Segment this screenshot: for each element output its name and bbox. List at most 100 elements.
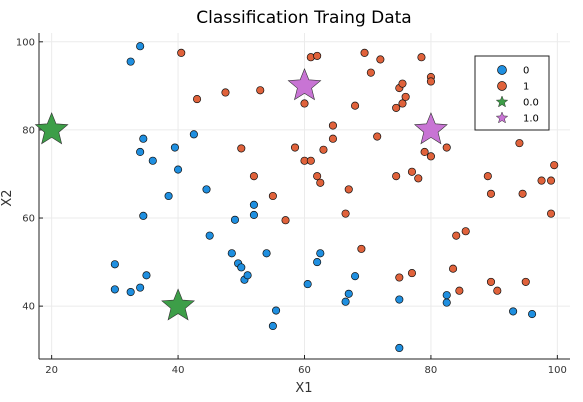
data-point bbox=[417, 53, 426, 62]
data-point bbox=[290, 143, 300, 152]
data-point bbox=[401, 92, 410, 101]
data-point bbox=[110, 260, 119, 269]
data-point bbox=[139, 134, 148, 143]
data-point bbox=[486, 277, 496, 286]
data-point bbox=[392, 103, 401, 112]
data-point bbox=[344, 185, 353, 194]
data-point bbox=[414, 174, 423, 183]
data-point bbox=[316, 178, 325, 187]
data-point bbox=[442, 291, 451, 300]
data-point bbox=[189, 130, 198, 139]
data-point bbox=[164, 191, 173, 201]
data-point bbox=[205, 231, 214, 240]
data-point bbox=[174, 165, 183, 174]
data-point bbox=[452, 231, 461, 240]
data-point bbox=[521, 277, 530, 286]
y-tick-label: 100 bbox=[16, 37, 35, 48]
data-point bbox=[341, 297, 350, 306]
legend-swatch-star bbox=[495, 111, 509, 124]
chart-title: Classification Traing Data bbox=[196, 8, 411, 28]
data-point bbox=[126, 287, 135, 297]
x-tick-label: 40 bbox=[172, 365, 185, 376]
data-point bbox=[537, 176, 546, 185]
data-point bbox=[303, 280, 312, 289]
data-point bbox=[486, 189, 496, 198]
legend-label: 0 bbox=[523, 66, 529, 77]
data-point bbox=[376, 55, 385, 64]
data-point bbox=[126, 57, 135, 66]
data-point bbox=[230, 215, 240, 224]
data-point bbox=[449, 264, 458, 273]
legend-swatch bbox=[497, 81, 507, 91]
data-point bbox=[426, 77, 435, 86]
legend-label: 1 bbox=[523, 82, 529, 93]
data-point bbox=[202, 185, 211, 194]
y-tick-label: 80 bbox=[22, 125, 35, 136]
data-point bbox=[306, 156, 315, 165]
data-point bbox=[392, 172, 401, 181]
legend-swatch-star bbox=[495, 95, 509, 108]
data-point bbox=[398, 79, 407, 88]
data-point bbox=[351, 272, 360, 281]
data-point bbox=[136, 42, 145, 51]
data-point bbox=[344, 289, 353, 298]
x-axis-label: X1 bbox=[295, 381, 312, 396]
legend-label: 0.0 bbox=[523, 98, 539, 109]
data-point bbox=[262, 249, 271, 258]
data-point bbox=[351, 101, 360, 110]
data-point bbox=[366, 68, 375, 77]
data-point bbox=[515, 139, 524, 148]
data-point bbox=[313, 51, 322, 60]
data-point bbox=[249, 200, 258, 209]
data-point bbox=[550, 161, 559, 170]
legend: 0 1 0.0 1.0 bbox=[474, 55, 550, 131]
data-point bbox=[313, 172, 322, 181]
data-point bbox=[227, 249, 236, 258]
data-point bbox=[493, 286, 502, 295]
data-point bbox=[243, 271, 252, 280]
data-point bbox=[142, 271, 151, 280]
data-point bbox=[395, 295, 404, 304]
x-tick-label: 60 bbox=[298, 365, 311, 376]
legend-box bbox=[474, 55, 550, 131]
data-point bbox=[177, 48, 186, 57]
data-point bbox=[110, 285, 119, 294]
y-tick-label: 40 bbox=[22, 302, 35, 313]
tick-labels: 20 40 60 80 100 40 60 80 100 bbox=[16, 37, 567, 376]
data-point bbox=[237, 263, 246, 272]
data-point bbox=[373, 132, 382, 141]
data-point bbox=[192, 95, 202, 104]
data-point bbox=[509, 307, 518, 316]
data-point bbox=[328, 134, 337, 143]
data-point bbox=[546, 209, 556, 218]
data-point bbox=[461, 227, 470, 236]
data-point bbox=[281, 216, 290, 225]
data-point bbox=[221, 88, 230, 97]
data-point-star bbox=[287, 68, 322, 101]
y-axis-label: X2 bbox=[0, 189, 15, 206]
data-point-star bbox=[34, 112, 69, 145]
x-tick-label: 100 bbox=[548, 365, 567, 376]
data-point bbox=[395, 343, 404, 353]
data-point bbox=[170, 143, 179, 152]
x-tick-label: 20 bbox=[45, 365, 58, 376]
data-point bbox=[139, 211, 148, 220]
data-point bbox=[341, 209, 350, 218]
data-point bbox=[272, 306, 281, 315]
axes bbox=[38, 33, 570, 360]
data-point bbox=[268, 191, 277, 201]
data-point bbox=[319, 145, 328, 154]
data-point bbox=[546, 176, 556, 185]
data-point bbox=[483, 172, 492, 181]
legend-label: 1.0 bbox=[523, 114, 539, 125]
data-point bbox=[398, 99, 407, 108]
data-point bbox=[360, 48, 369, 57]
data-point-star bbox=[413, 112, 448, 145]
data-point bbox=[395, 273, 404, 282]
data-point bbox=[442, 143, 451, 152]
data-point bbox=[237, 144, 246, 153]
data-point bbox=[313, 258, 322, 267]
data-point-star bbox=[161, 288, 196, 321]
data-point bbox=[256, 86, 265, 95]
